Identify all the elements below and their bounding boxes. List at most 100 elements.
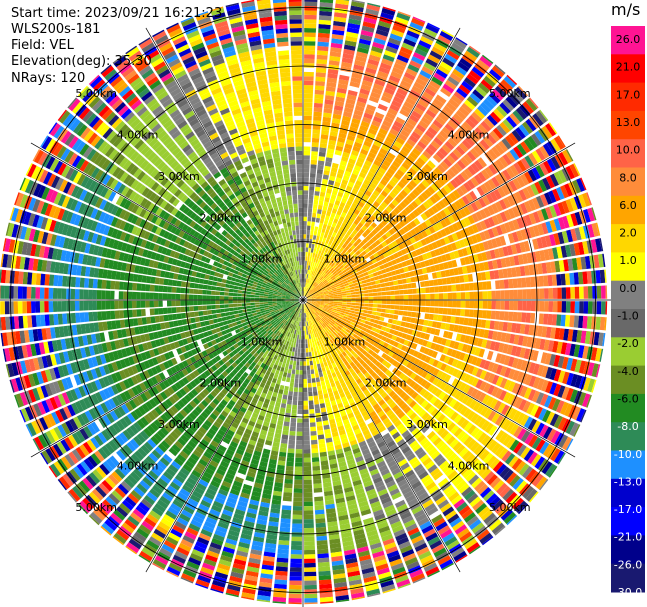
velocity-gate <box>339 160 348 167</box>
velocity-gate <box>312 355 316 361</box>
velocity-gate <box>358 201 365 208</box>
velocity-gate <box>364 293 369 297</box>
velocity-gate <box>315 527 327 533</box>
velocity-gate <box>420 116 432 126</box>
velocity-gate <box>296 431 303 436</box>
velocity-gate <box>288 435 296 441</box>
velocity-gate <box>319 358 324 364</box>
velocity-gate <box>365 67 377 75</box>
velocity-gate <box>422 91 434 101</box>
velocity-gate <box>292 510 303 515</box>
velocity-gate <box>300 321 302 327</box>
velocity-gate <box>477 123 489 135</box>
velocity-gate <box>316 425 323 431</box>
velocity-gate <box>304 278 307 283</box>
velocity-gate <box>356 205 363 212</box>
velocity-gate <box>304 63 315 68</box>
velocity-gate <box>393 140 403 149</box>
velocity-gate <box>304 71 314 77</box>
velocity-gate <box>359 125 369 132</box>
velocity-gate <box>398 50 411 59</box>
velocity-gate <box>543 275 549 287</box>
velocity-gate <box>338 79 349 86</box>
velocity-gate <box>484 166 494 178</box>
velocity-gate <box>463 206 471 216</box>
velocity-gate <box>440 108 452 119</box>
velocity-gate <box>592 301 597 315</box>
velocity-gate <box>341 61 353 68</box>
velocity-gate <box>410 276 416 283</box>
velocity-gate <box>406 30 420 39</box>
velocity-gate <box>395 300 400 305</box>
velocity-gate <box>307 252 311 257</box>
velocity-gate <box>378 236 385 243</box>
velocity-gate <box>387 108 398 116</box>
velocity-gate <box>328 240 333 246</box>
velocity-gate <box>369 124 379 132</box>
velocity-gate <box>443 293 448 300</box>
velocity-gate <box>443 217 452 226</box>
velocity-gate <box>407 289 413 294</box>
velocity-gate <box>341 57 353 64</box>
velocity-gate <box>329 250 334 256</box>
velocity-gate <box>337 229 343 236</box>
velocity-gate <box>399 165 408 174</box>
velocity-gate <box>456 187 465 197</box>
velocity-gate <box>419 203 427 212</box>
velocity-gate <box>361 279 367 284</box>
velocity-gate <box>319 398 325 404</box>
velocity-gate <box>509 300 514 311</box>
velocity-gate <box>490 310 496 320</box>
velocity-gate <box>430 183 439 192</box>
velocity-gate <box>345 266 351 272</box>
velocity-gate <box>345 185 353 192</box>
velocity-gate <box>402 311 408 316</box>
velocity-gate <box>375 232 382 239</box>
velocity-gate <box>421 66 434 76</box>
velocity-gate <box>312 457 320 463</box>
velocity-gate <box>308 247 311 253</box>
velocity-gate <box>344 239 350 246</box>
velocity-gate <box>381 241 388 248</box>
velocity-gate <box>323 201 329 207</box>
velocity-gate <box>574 301 580 314</box>
velocity-gate <box>304 49 315 55</box>
velocity-gate <box>303 365 307 371</box>
velocity-gate <box>316 235 320 241</box>
velocity-gate <box>453 91 465 102</box>
velocity-gate <box>372 304 378 308</box>
velocity-gate <box>367 225 374 232</box>
velocity-gate <box>384 116 394 124</box>
velocity-gate <box>350 173 358 180</box>
velocity-gate <box>459 124 470 135</box>
velocity-gate <box>500 79 513 92</box>
velocity-gate <box>400 189 408 198</box>
velocity-gate <box>433 192 441 202</box>
velocity-gate <box>376 283 381 288</box>
velocity-gate <box>456 292 461 300</box>
velocity-gate <box>363 309 368 314</box>
velocity-gate <box>469 70 482 81</box>
velocity-gate <box>331 241 336 247</box>
velocity-gate <box>304 576 317 581</box>
velocity-gate <box>343 147 352 154</box>
velocity-gate <box>322 246 326 252</box>
velocity-gate <box>530 133 542 146</box>
velocity-gate <box>389 191 397 199</box>
velocity-gate <box>354 308 360 312</box>
velocity-gate <box>347 181 355 188</box>
velocity-gate <box>416 300 422 306</box>
velocity-gate <box>451 42 465 53</box>
velocity-gate <box>381 287 386 292</box>
velocity-gate <box>323 268 328 273</box>
velocity-gate <box>298 387 303 393</box>
velocity-gate <box>446 315 452 323</box>
velocity-gate <box>405 195 414 203</box>
velocity-gate <box>304 45 316 51</box>
velocity-gate <box>287 395 293 401</box>
velocity-gate <box>317 287 322 291</box>
velocity-gate <box>288 364 293 370</box>
velocity-gate <box>341 291 347 294</box>
velocity-gate <box>355 55 367 63</box>
